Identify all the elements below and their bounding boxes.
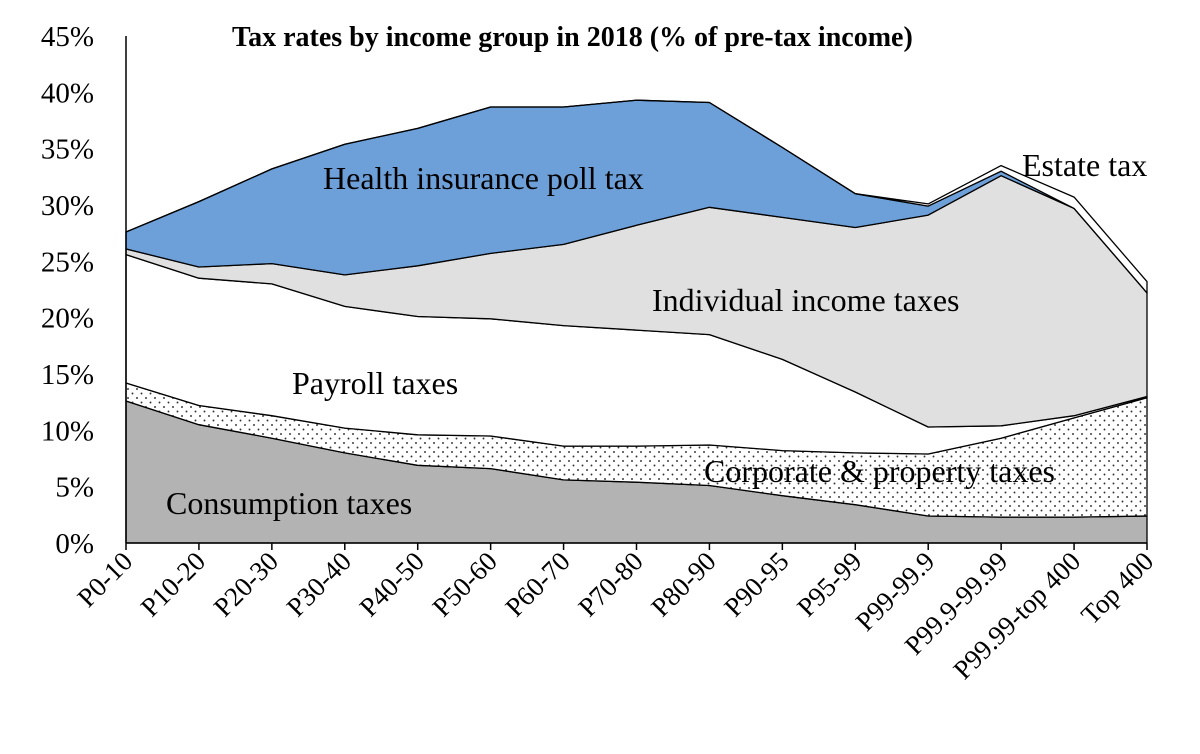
- x-tick-label: P70-80: [572, 546, 648, 622]
- area-estate-tax: [125, 99, 1148, 294]
- label-individual-income-taxes: Individual income taxes: [652, 282, 959, 318]
- x-tick-label: P10-20: [135, 546, 211, 622]
- chart-title: Tax rates by income group in 2018 (% of …: [232, 22, 913, 53]
- y-tick-label: 45%: [41, 21, 94, 53]
- x-tick-label: P30-40: [281, 546, 357, 622]
- y-tick-label: 10%: [41, 415, 94, 447]
- x-tick-label: P20-30: [208, 546, 284, 622]
- label-payroll-taxes: Payroll taxes: [292, 365, 458, 401]
- x-tick-label: P99.99-top 400: [947, 546, 1086, 685]
- x-tick-label: P90-95: [718, 546, 794, 622]
- x-tick-label: P80-90: [645, 546, 721, 622]
- label-estate-tax: Estate tax: [1022, 147, 1147, 183]
- x-tick-label: P50-60: [427, 546, 503, 622]
- y-tick-label: 35%: [41, 134, 94, 166]
- y-tick-label: 30%: [41, 190, 94, 222]
- x-tick-label: P60-70: [499, 546, 575, 622]
- y-tick-label: 25%: [41, 246, 94, 278]
- label-corporate-property-taxes: Corporate & property taxes: [704, 453, 1055, 489]
- label-consumption-taxes: Consumption taxes: [166, 485, 412, 521]
- y-tick-label: 0%: [55, 528, 94, 560]
- x-tick-label: P40-50: [354, 546, 430, 622]
- y-tick-label: 40%: [41, 77, 94, 109]
- y-tick-label: 20%: [41, 303, 94, 335]
- x-tick-label: Top 400: [1075, 546, 1159, 630]
- y-tick-label: 5%: [55, 472, 94, 504]
- y-tick-label: 15%: [41, 359, 94, 391]
- label-health-insurance-poll-tax: Health insurance poll tax: [323, 160, 644, 196]
